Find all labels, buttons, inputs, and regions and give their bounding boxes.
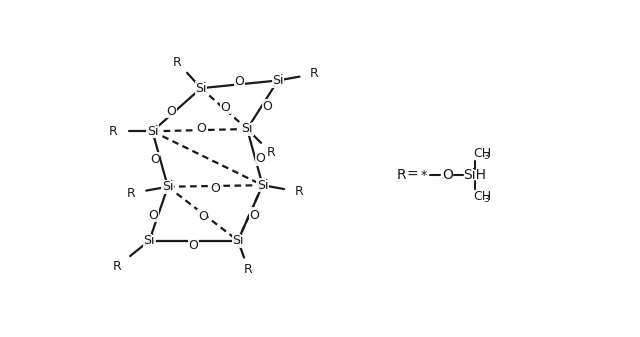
Text: R: R: [127, 187, 136, 200]
Text: O: O: [211, 182, 220, 195]
Text: O: O: [221, 100, 230, 114]
Text: O: O: [189, 239, 198, 252]
Text: Si: Si: [147, 125, 158, 138]
Text: Si: Si: [257, 179, 268, 192]
Text: O: O: [166, 105, 176, 118]
Text: O: O: [262, 100, 272, 113]
Text: R: R: [112, 260, 121, 273]
Text: R: R: [396, 168, 406, 182]
Text: Si: Si: [232, 234, 244, 247]
Text: 3: 3: [483, 152, 489, 161]
Text: *: *: [421, 169, 428, 182]
Text: SiH: SiH: [463, 168, 486, 182]
Text: CH: CH: [474, 190, 492, 203]
Text: R: R: [109, 125, 118, 138]
Text: CH: CH: [474, 147, 492, 160]
Text: O: O: [148, 209, 158, 222]
Text: O: O: [249, 209, 259, 222]
Text: O: O: [234, 75, 244, 88]
Text: Si: Si: [143, 234, 155, 247]
Text: O: O: [196, 122, 206, 135]
Text: =: =: [407, 168, 419, 182]
Text: O: O: [198, 210, 208, 222]
Text: Si: Si: [195, 82, 207, 95]
Text: R: R: [295, 185, 303, 198]
Text: O: O: [255, 152, 265, 165]
Text: Si: Si: [241, 122, 253, 135]
Text: R: R: [310, 67, 319, 81]
Text: R: R: [266, 146, 275, 159]
Text: Si: Si: [272, 74, 284, 87]
Text: O: O: [442, 168, 452, 182]
Text: R: R: [244, 263, 253, 276]
Text: Si: Si: [162, 180, 173, 193]
Text: O: O: [250, 208, 260, 221]
Text: 3: 3: [483, 195, 489, 204]
Text: O: O: [150, 153, 160, 165]
Text: R: R: [173, 56, 182, 68]
